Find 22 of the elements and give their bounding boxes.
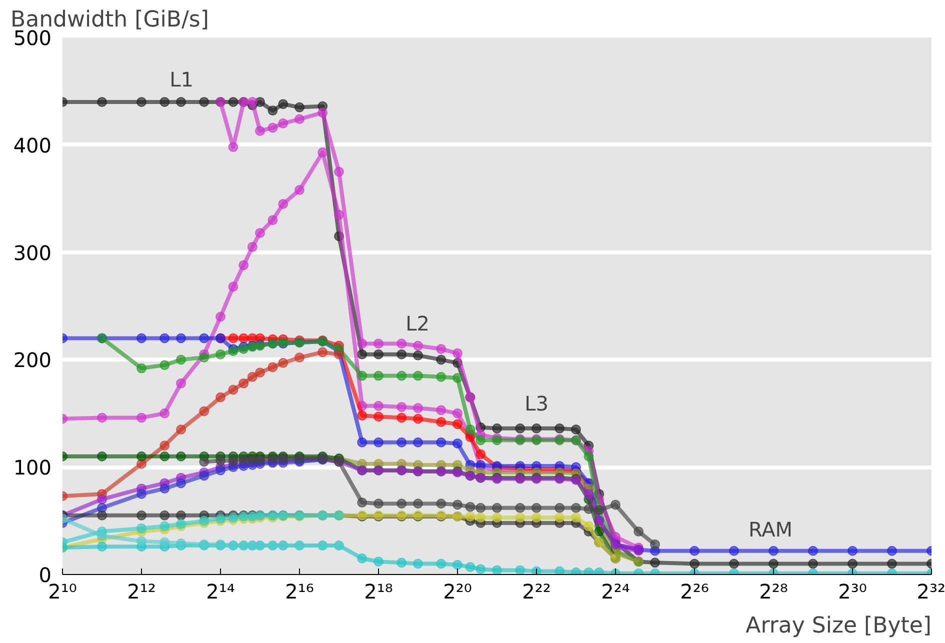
x-axis-title: Array Size [Byte] bbox=[746, 614, 932, 638]
x-tick-label: 2²⁰ bbox=[443, 580, 472, 604]
x-tick-label: 2¹⁸ bbox=[364, 580, 393, 604]
x-tick-label: 2¹⁶ bbox=[285, 580, 314, 604]
x-tick-label: 2³² bbox=[916, 580, 945, 604]
annotation: L1 bbox=[170, 68, 194, 92]
x-tick-label: 2²⁴ bbox=[601, 580, 630, 604]
y-tick-label: 100 bbox=[13, 456, 52, 480]
x-tick-label: 2¹⁴ bbox=[206, 580, 235, 604]
x-tick-label: 2¹² bbox=[127, 580, 156, 604]
x-tick-label: 2²⁶ bbox=[680, 580, 709, 604]
annotation: RAM bbox=[748, 518, 793, 542]
x-tick-label: 2¹⁰ bbox=[48, 580, 77, 604]
x-tick-label: 2²² bbox=[522, 580, 551, 604]
annotation: L2 bbox=[406, 312, 430, 336]
annotation: L3 bbox=[524, 392, 548, 416]
y-tick-label: 200 bbox=[13, 348, 52, 372]
x-tick-label: 2³⁰ bbox=[838, 580, 867, 604]
y-tick-label: 300 bbox=[13, 240, 52, 265]
y-tick-label: 400 bbox=[13, 133, 52, 158]
y-tick-label: 500 bbox=[13, 26, 52, 50]
x-tick-label: 2²⁸ bbox=[759, 580, 788, 604]
